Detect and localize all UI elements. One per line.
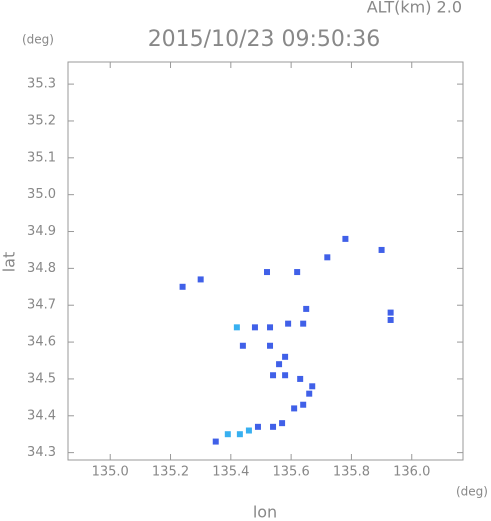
echo-point (224, 431, 231, 438)
echo-point (254, 423, 261, 430)
echo-point (267, 342, 274, 349)
echo-point (279, 420, 286, 427)
subtitle: ALT(km) 2.0 (367, 0, 462, 17)
echo-point (285, 320, 292, 327)
y-tick-label: 34.5 (27, 371, 56, 386)
echo-point (300, 401, 307, 408)
x-tick-label: 136.0 (393, 465, 430, 480)
y-unit: (deg) (22, 33, 54, 47)
echo-point (270, 372, 277, 379)
chart-title: 2015/10/23 09:50:36 (148, 27, 381, 52)
y-tick-label: 35.0 (27, 187, 56, 202)
y-tick-label: 35.1 (27, 150, 56, 165)
echo-point (197, 276, 204, 283)
y-tick-label: 34.9 (27, 224, 56, 239)
echo-point (239, 342, 246, 349)
y-tick-label: 35.2 (27, 113, 56, 128)
x-tick-label: 135.8 (333, 465, 370, 480)
echo-point (387, 309, 394, 316)
plot-frame (67, 61, 464, 461)
echo-point (324, 254, 331, 261)
echo-point (282, 353, 289, 360)
echo-point (300, 320, 307, 327)
echo-point (236, 431, 243, 438)
echo-point (303, 305, 310, 312)
echo-point (264, 269, 271, 276)
echo-point (212, 438, 219, 445)
echo-point (342, 235, 349, 242)
echo-point (294, 269, 301, 276)
y-tick-label: 34.6 (27, 335, 56, 350)
echo-point (267, 324, 274, 331)
y-axis-label: lat (0, 252, 19, 273)
y-tick-label: 34.7 (27, 298, 56, 313)
echo-point (282, 372, 289, 379)
echo-point (251, 324, 258, 331)
echo-point (276, 361, 283, 368)
echo-point (297, 375, 304, 382)
echo-point (387, 316, 394, 323)
y-tick-label: 34.8 (27, 261, 56, 276)
echo-point (233, 324, 240, 331)
echo-point (179, 283, 186, 290)
x-axis-label: lon (253, 503, 277, 521)
echo-point (306, 390, 313, 397)
echo-point (245, 427, 252, 434)
x-tick-label: 135.0 (92, 465, 129, 480)
y-tick-label: 35.3 (27, 77, 56, 92)
echo-point (378, 246, 385, 253)
y-tick-label: 34.4 (27, 408, 56, 423)
echo-point (309, 383, 316, 390)
x-unit: (deg) (456, 485, 488, 499)
x-tick-label: 135.4 (212, 465, 249, 480)
echo-point (270, 423, 277, 430)
echo-point (291, 405, 298, 412)
y-tick-label: 34.3 (27, 445, 56, 460)
x-tick-label: 135.6 (273, 465, 310, 480)
x-tick-label: 135.2 (152, 465, 189, 480)
